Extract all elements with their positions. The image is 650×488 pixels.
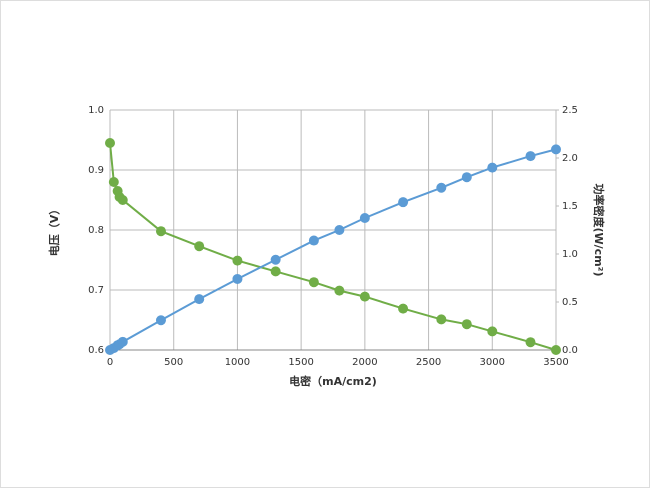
- data-point: [155, 315, 166, 326]
- data-point: [270, 266, 281, 277]
- y-axis-title: 电压（V）: [47, 204, 61, 257]
- y2-tick-label: 2.5: [562, 105, 578, 116]
- y-tick-label: 1.0: [88, 105, 104, 116]
- data-point: [108, 177, 119, 187]
- x-tick-label: 0: [107, 357, 113, 368]
- x-tick-label: 2500: [416, 357, 441, 368]
- data-point: [308, 277, 319, 288]
- data-point: [155, 226, 166, 237]
- y2-tick-label: 0.0: [562, 345, 578, 356]
- x-axis-title: 电密（mA/cm2): [289, 374, 377, 388]
- data-point: [461, 172, 472, 183]
- x-tick-label: 2000: [352, 357, 377, 368]
- data-point: [359, 291, 370, 302]
- x-tick-label: 3000: [480, 357, 505, 368]
- y2-axis-title: 功率密度(W/cm²): [592, 183, 606, 276]
- y2-tick-label: 1.5: [562, 201, 578, 212]
- y2-tick-label: 0.5: [562, 297, 578, 308]
- data-point: [232, 273, 243, 284]
- y-tick-label: 0.9: [88, 165, 104, 176]
- y-tick-label: 0.8: [88, 225, 104, 236]
- x-tick-label: 500: [164, 357, 183, 368]
- data-point: [436, 314, 447, 325]
- y-tick-label: 0.6: [88, 345, 104, 356]
- x-tick-label: 3500: [543, 357, 568, 368]
- data-point: [270, 254, 281, 265]
- data-point: [551, 144, 561, 155]
- data-point: [461, 319, 472, 330]
- data-point: [487, 326, 498, 337]
- data-point: [525, 337, 536, 348]
- data-point: [398, 303, 409, 314]
- y-tick-label: 0.7: [88, 285, 104, 296]
- data-point: [194, 241, 205, 252]
- data-point: [105, 138, 115, 148]
- data-point: [551, 345, 561, 355]
- data-point: [525, 151, 536, 162]
- data-point: [117, 336, 128, 347]
- data-point: [436, 182, 447, 193]
- x-tick-label: 1000: [225, 357, 250, 368]
- y2-tick-label: 1.0: [562, 249, 578, 260]
- data-point: [308, 235, 319, 246]
- data-point: [398, 197, 409, 208]
- data-point: [359, 213, 370, 223]
- data-point: [334, 225, 345, 235]
- data-point: [117, 195, 128, 205]
- data-point: [232, 255, 243, 266]
- y2-tick-label: 2.0: [562, 153, 578, 164]
- x-tick-label: 1500: [288, 357, 313, 368]
- data-point: [334, 285, 345, 296]
- data-point: [194, 294, 205, 305]
- data-point: [487, 162, 498, 173]
